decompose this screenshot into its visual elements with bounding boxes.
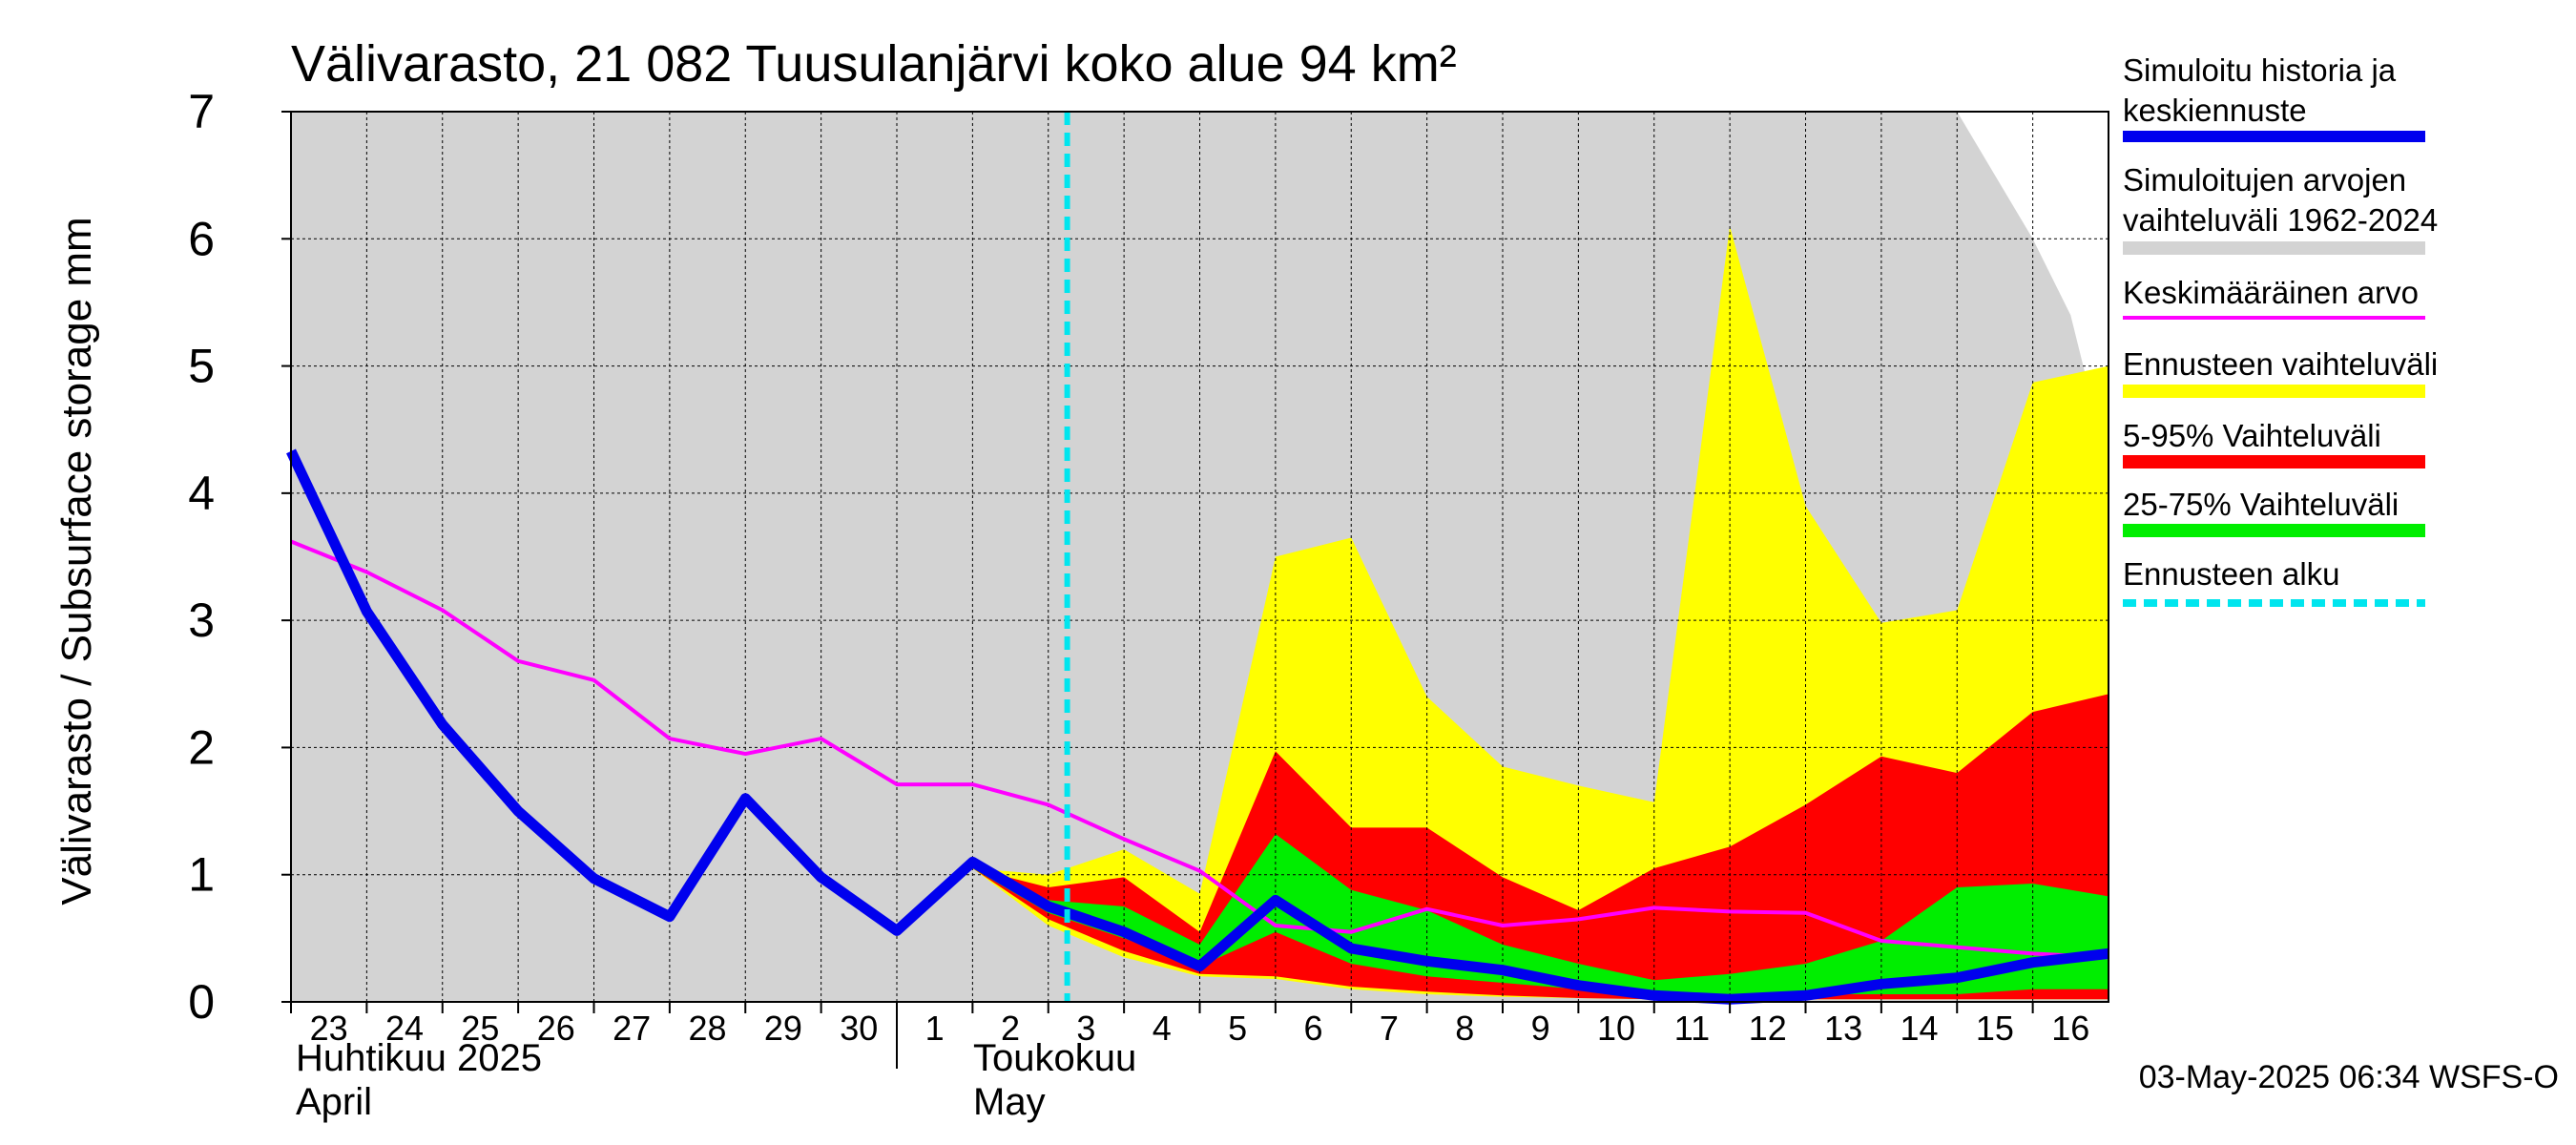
y-tick-label: 1 <box>188 848 215 902</box>
legend: Simuloitu historia ja keskiennuste Simuloi… <box>2123 52 2438 607</box>
x-tick-label: 4 <box>1153 1009 1172 1048</box>
x-tick-label: 12 <box>1749 1009 1787 1048</box>
axis-layer <box>281 111 2109 1069</box>
line-keskim-r-inen-arvo <box>290 539 2109 960</box>
x-tick-label: 27 <box>613 1009 651 1048</box>
x-tick-label: 25 <box>461 1009 499 1048</box>
y-tick-label: 6 <box>188 212 215 265</box>
line-simuloitu-historia-ja-keskiennuste <box>286 448 2109 1005</box>
x-tick-label: 9 <box>1531 1009 1550 1048</box>
x-tick-label: 5 <box>1228 1009 1247 1048</box>
x-tick-label: 28 <box>689 1009 727 1048</box>
timestamp: 03-May-2025 06:34 WSFS-O <box>2139 1059 2559 1095</box>
month-label-april-en: April <box>296 1081 372 1123</box>
y-axis-label: Välivarasto / Subsurface storage mm <box>53 217 100 905</box>
x-tick-label: 7 <box>1380 1009 1399 1048</box>
y-tick-label: 0 <box>188 975 215 1029</box>
legend-label-ennusteen-alku: Ennusteen alku <box>2123 556 2340 592</box>
x-tick-labels: 23 24 25 26 27 28 29 30 1 2 3 4 5 6 7 8 9 10 11 12 13 14 15 16 <box>310 1009 2090 1048</box>
x-tick-label: 29 <box>764 1009 802 1048</box>
y-tick-label: 4 <box>188 467 215 520</box>
month-label-may-fi: Toukokuu <box>973 1037 1136 1079</box>
x-tick-label: 26 <box>537 1009 575 1048</box>
y-tick-label: 3 <box>188 593 215 647</box>
y-tick-label: 7 <box>188 85 215 138</box>
month-label-may-en: May <box>973 1081 1046 1123</box>
chart-title: Välivarasto, 21 082 Tuusulanjärvi koko a… <box>291 35 1457 93</box>
band-simuloitujen-arvojen-vaihteluv-li-1962-2024 <box>291 112 2109 1002</box>
x-tick-label: 6 <box>1304 1009 1323 1048</box>
legend-label-25-75-vaihteluv-li: 25-75% Vaihteluväli <box>2123 487 2399 522</box>
legend-label-simuloitujen-arvojen-vaihteluv-li-1962-2024: Simuloitujen arvojen vaihteluväli 1962-20… <box>2123 162 2438 238</box>
lines-layer <box>286 112 2109 1005</box>
legend-label-simuloitu-historia-ja-keskiennuste: Simuloitu historia ja keskiennuste <box>2123 52 2397 128</box>
x-tick-label: 1 <box>925 1009 945 1048</box>
x-tick-label: 13 <box>1824 1009 1862 1048</box>
legend-label-keskim-r-inen-arvo: Keskimääräinen arvo <box>2123 275 2419 310</box>
x-tick-label: 3 <box>1076 1009 1095 1048</box>
legend-label-5-95-vaihteluv-li: 5-95% Vaihteluväli <box>2123 418 2381 453</box>
x-tick-label: 24 <box>385 1009 424 1048</box>
x-tick-label: 15 <box>1976 1009 2014 1048</box>
x-tick-label: 11 <box>1674 1009 1710 1048</box>
x-tick-label: 2 <box>1001 1009 1020 1048</box>
x-tick-label: 10 <box>1597 1009 1635 1048</box>
x-tick-label: 14 <box>1901 1009 1939 1048</box>
y-tick-label: 2 <box>188 720 215 774</box>
x-tick-label: 16 <box>2051 1009 2089 1048</box>
x-tick-label: 8 <box>1455 1009 1474 1048</box>
x-tick-label: 23 <box>310 1009 348 1048</box>
band-25-75-vaihteluv-li <box>972 834 2109 994</box>
y-tick-labels: 0 1 2 3 4 5 6 7 <box>188 85 215 1029</box>
x-tick-label: 30 <box>840 1009 878 1048</box>
month-label-april-fi: Huhtikuu 2025 <box>296 1037 542 1079</box>
y-tick-label: 5 <box>188 340 215 393</box>
legend-label-ennusteen-vaihteluv-li: Ennusteen vaihteluväli <box>2123 346 2438 382</box>
